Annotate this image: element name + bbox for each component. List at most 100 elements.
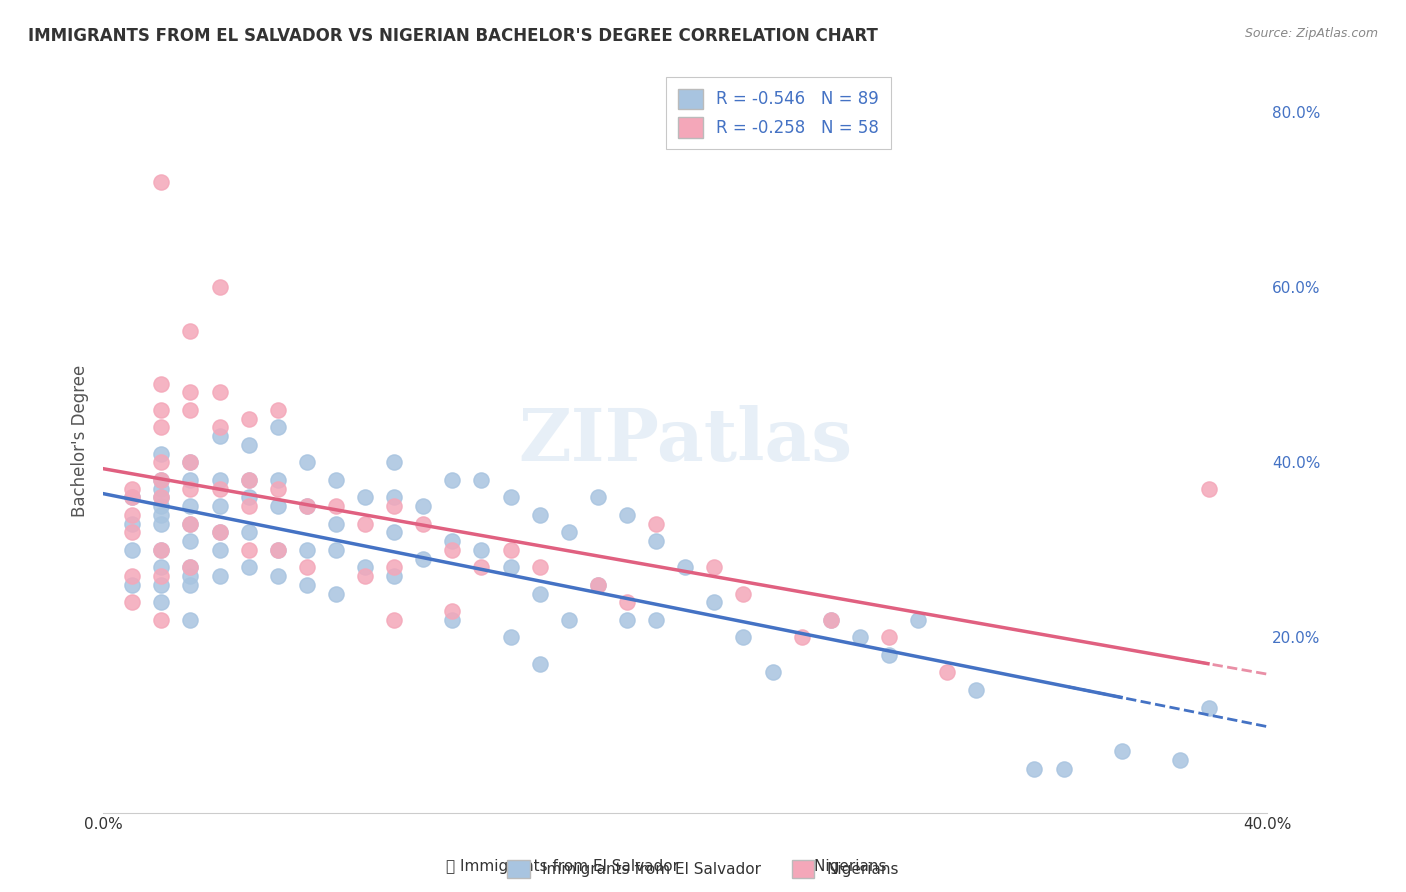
Point — [121, 516, 143, 531]
Point — [238, 438, 260, 452]
Point — [208, 473, 231, 487]
Point — [179, 560, 201, 574]
Point — [179, 482, 201, 496]
Point — [382, 499, 405, 513]
Point — [586, 491, 609, 505]
Point — [849, 631, 872, 645]
Point — [121, 491, 143, 505]
Point — [499, 491, 522, 505]
Point — [295, 560, 318, 574]
Y-axis label: Bachelor's Degree: Bachelor's Degree — [72, 365, 89, 516]
Point — [441, 473, 464, 487]
Point — [382, 560, 405, 574]
Point — [208, 429, 231, 443]
Point — [558, 613, 581, 627]
Point — [150, 473, 173, 487]
Point — [179, 455, 201, 469]
Point — [150, 543, 173, 558]
Point — [238, 473, 260, 487]
Point — [529, 657, 551, 671]
Point — [179, 455, 201, 469]
Point — [179, 324, 201, 338]
Point — [179, 613, 201, 627]
Point — [121, 543, 143, 558]
Point — [238, 491, 260, 505]
Point — [150, 595, 173, 609]
Point — [150, 508, 173, 522]
Point — [1168, 753, 1191, 767]
Point — [267, 543, 290, 558]
Point — [586, 578, 609, 592]
Point — [179, 516, 201, 531]
Point — [645, 516, 668, 531]
Point — [267, 420, 290, 434]
Point — [208, 525, 231, 540]
Point — [877, 648, 900, 662]
Point — [470, 473, 492, 487]
Point — [121, 491, 143, 505]
Point — [179, 385, 201, 400]
Point — [267, 543, 290, 558]
Point — [150, 491, 173, 505]
Point — [150, 473, 173, 487]
Point — [179, 403, 201, 417]
Point — [267, 482, 290, 496]
Point — [877, 631, 900, 645]
Point — [295, 499, 318, 513]
Point — [238, 411, 260, 425]
Point — [208, 569, 231, 583]
Point — [529, 560, 551, 574]
Point — [150, 403, 173, 417]
Point — [238, 525, 260, 540]
Point — [382, 569, 405, 583]
Text: ⬜ Nigerians: ⬜ Nigerians — [800, 859, 887, 874]
Point — [499, 543, 522, 558]
Point — [382, 525, 405, 540]
Point — [354, 569, 377, 583]
Point — [616, 613, 638, 627]
Point — [354, 560, 377, 574]
Point — [645, 613, 668, 627]
Point — [558, 525, 581, 540]
Point — [499, 560, 522, 574]
Point — [267, 569, 290, 583]
Point — [150, 376, 173, 391]
Point — [179, 578, 201, 592]
Point — [325, 473, 347, 487]
Text: ZIPatlas: ZIPatlas — [519, 405, 852, 476]
Point — [645, 534, 668, 549]
Point — [150, 420, 173, 434]
Point — [238, 499, 260, 513]
Point — [529, 587, 551, 601]
Point — [470, 543, 492, 558]
Point — [295, 455, 318, 469]
Point — [441, 613, 464, 627]
Point — [179, 534, 201, 549]
Point — [121, 508, 143, 522]
Point — [267, 499, 290, 513]
Point — [586, 578, 609, 592]
Point — [616, 595, 638, 609]
Point — [733, 587, 755, 601]
Point — [208, 385, 231, 400]
Point — [382, 613, 405, 627]
Point — [208, 543, 231, 558]
Point — [179, 516, 201, 531]
Point — [820, 613, 842, 627]
Point — [1024, 762, 1046, 776]
Point — [150, 499, 173, 513]
Point — [1111, 744, 1133, 758]
Point — [499, 631, 522, 645]
Point — [325, 587, 347, 601]
Point — [150, 613, 173, 627]
Point — [354, 516, 377, 531]
Text: ⬜ Immigrants from El Salvador: ⬜ Immigrants from El Salvador — [446, 859, 679, 874]
Point — [267, 403, 290, 417]
Point — [238, 560, 260, 574]
Legend: R = -0.546   N = 89, R = -0.258   N = 58: R = -0.546 N = 89, R = -0.258 N = 58 — [666, 77, 890, 149]
Point — [325, 516, 347, 531]
Point — [907, 613, 929, 627]
Point — [121, 595, 143, 609]
Point — [208, 525, 231, 540]
Point — [673, 560, 696, 574]
